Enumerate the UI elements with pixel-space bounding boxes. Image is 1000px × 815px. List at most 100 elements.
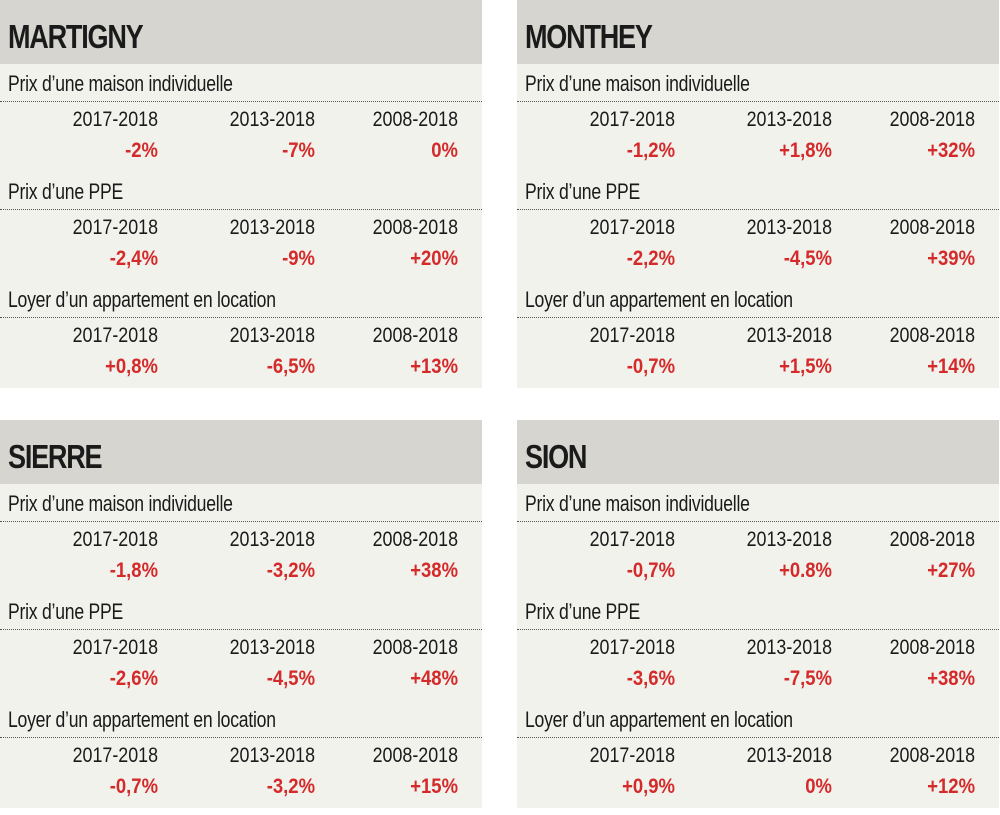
period-label: 2008-2018 <box>889 744 975 767</box>
period-label: 2013-2018 <box>746 528 832 551</box>
change-value: -7,5% <box>783 667 832 690</box>
city-name: MONTHEY <box>525 18 653 55</box>
metric-title: Loyer d’un appartement en location <box>525 707 793 732</box>
period-label: 2013-2018 <box>746 108 832 131</box>
change-value: +27% <box>927 559 975 582</box>
metric-section: Prix d’une maison individuelle 2017-2018… <box>0 484 482 592</box>
period-label: 2008-2018 <box>889 636 975 659</box>
dotted-divider <box>0 209 482 210</box>
period-label: 2008-2018 <box>889 324 975 347</box>
metric-title: Prix d’une maison individuelle <box>8 71 233 96</box>
metric-title: Prix d’une maison individuelle <box>525 491 750 516</box>
change-value: +0.8% <box>779 559 832 582</box>
panel-header: MONTHEY <box>517 0 999 64</box>
change-value: 0% <box>431 139 458 162</box>
change-value: +38% <box>410 559 458 582</box>
city-name: MARTIGNY <box>8 18 144 55</box>
period-label: 2013-2018 <box>229 108 315 131</box>
period-label: 2008-2018 <box>372 324 458 347</box>
period-label: 2013-2018 <box>229 324 315 347</box>
metric-section: Prix d’une PPE 2017-2018 2013-2018 2008-… <box>0 592 482 700</box>
change-value: -3,2% <box>266 559 315 582</box>
change-value: -2,4% <box>109 247 158 270</box>
change-value: +13% <box>410 355 458 378</box>
change-value: -4,5% <box>266 667 315 690</box>
period-label: 2017-2018 <box>72 216 158 239</box>
panel-sierre: SIERRE Prix d’une maison individuelle 20… <box>0 420 482 808</box>
period-label: 2017-2018 <box>589 528 675 551</box>
change-value: +1,8% <box>779 139 832 162</box>
change-value: -9% <box>282 247 315 270</box>
period-label: 2008-2018 <box>372 528 458 551</box>
dotted-divider <box>0 101 482 102</box>
metric-title: Prix d’une PPE <box>8 599 124 624</box>
metric-title: Loyer d’un appartement en location <box>8 707 276 732</box>
change-value: 0% <box>805 775 832 798</box>
metric-title: Prix d’une PPE <box>525 599 641 624</box>
change-value: +0,8% <box>105 355 158 378</box>
period-label: 2013-2018 <box>746 744 832 767</box>
panel-sion: SION Prix d’une maison individuelle 2017… <box>517 420 999 808</box>
panel-header: SIERRE <box>0 420 482 484</box>
metric-title: Prix d’une maison individuelle <box>8 491 233 516</box>
period-label: 2017-2018 <box>72 744 158 767</box>
period-label: 2013-2018 <box>229 744 315 767</box>
change-value: -0,7% <box>109 775 158 798</box>
change-value: +32% <box>927 139 975 162</box>
change-value: +38% <box>927 667 975 690</box>
period-label: 2013-2018 <box>746 324 832 347</box>
period-label: 2013-2018 <box>746 636 832 659</box>
change-value: -2% <box>125 139 158 162</box>
change-value: +15% <box>410 775 458 798</box>
dotted-divider <box>517 629 999 630</box>
period-label: 2013-2018 <box>229 528 315 551</box>
dotted-divider <box>0 737 482 738</box>
change-value: +0,9% <box>622 775 675 798</box>
dotted-divider <box>0 317 482 318</box>
period-label: 2013-2018 <box>229 216 315 239</box>
change-value: -2,2% <box>626 247 675 270</box>
change-value: -6,5% <box>266 355 315 378</box>
metric-section: Prix d’une PPE 2017-2018 2013-2018 2008-… <box>0 172 482 280</box>
panel-monthey: MONTHEY Prix d’une maison individuelle 2… <box>517 0 999 388</box>
period-label: 2017-2018 <box>589 108 675 131</box>
period-label: 2017-2018 <box>589 744 675 767</box>
dotted-divider <box>517 317 999 318</box>
dotted-divider <box>517 209 999 210</box>
change-value: -7% <box>282 139 315 162</box>
metric-section: Prix d’une maison individuelle 2017-2018… <box>517 484 999 592</box>
metric-section: Loyer d’un appartement en location 2017-… <box>517 700 999 808</box>
change-value: +1,5% <box>779 355 832 378</box>
dotted-divider <box>517 101 999 102</box>
change-value: +39% <box>927 247 975 270</box>
period-label: 2008-2018 <box>372 216 458 239</box>
period-label: 2013-2018 <box>746 216 832 239</box>
change-value: -3,6% <box>626 667 675 690</box>
dotted-divider <box>0 629 482 630</box>
change-value: -2,6% <box>109 667 158 690</box>
metric-title: Prix d’une PPE <box>525 179 641 204</box>
city-name: SION <box>525 438 587 475</box>
period-label: 2008-2018 <box>889 108 975 131</box>
change-value: +20% <box>410 247 458 270</box>
metric-title: Loyer d’un appartement en location <box>525 287 793 312</box>
metric-section: Prix d’une PPE 2017-2018 2013-2018 2008-… <box>517 592 999 700</box>
panel-header: SION <box>517 420 999 484</box>
change-value: +14% <box>927 355 975 378</box>
metric-section: Loyer d’un appartement en location 2017-… <box>517 280 999 388</box>
metric-section: Prix d’une PPE 2017-2018 2013-2018 2008-… <box>517 172 999 280</box>
metric-title: Prix d’une PPE <box>8 179 124 204</box>
period-label: 2017-2018 <box>72 636 158 659</box>
metric-section: Loyer d’un appartement en location 2017-… <box>0 280 482 388</box>
city-name: SIERRE <box>8 438 103 475</box>
period-label: 2008-2018 <box>372 636 458 659</box>
metric-title: Prix d’une maison individuelle <box>525 71 750 96</box>
change-value: +48% <box>410 667 458 690</box>
dotted-divider <box>0 521 482 522</box>
panel-header: MARTIGNY <box>0 0 482 64</box>
change-value: -4,5% <box>783 247 832 270</box>
period-label: 2017-2018 <box>72 108 158 131</box>
change-value: +12% <box>927 775 975 798</box>
metric-section: Prix d’une maison individuelle 2017-2018… <box>517 64 999 172</box>
period-label: 2008-2018 <box>889 528 975 551</box>
